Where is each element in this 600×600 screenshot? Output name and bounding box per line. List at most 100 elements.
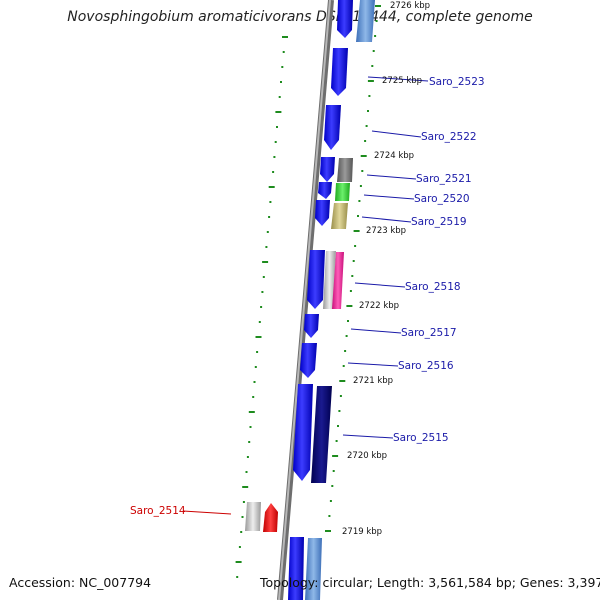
tick-mark (242, 486, 249, 488)
map-title: Novosphingobium aromaticivorans DSM 1244… (67, 9, 533, 25)
tick-mark (345, 335, 348, 337)
scale-label: 2720 kbp (347, 451, 387, 461)
tick-mark (351, 275, 354, 277)
tick-mark (361, 170, 364, 172)
tick-mark (347, 320, 349, 322)
tick-mark (353, 230, 360, 232)
gene-label[interactable]: Saro_2516 (398, 360, 454, 372)
tick-mark (245, 471, 248, 473)
gene-block-saro-2519[interactable] (315, 200, 330, 226)
gene-label[interactable]: Saro_2523 (429, 76, 485, 88)
gene-label[interactable]: Saro_2515 (393, 432, 449, 444)
gene-block-saro-2518[interactable] (307, 250, 325, 309)
scale-label: 2721 kbp (353, 376, 393, 386)
tick-mark (262, 261, 269, 263)
gene-block-saro-2521[interactable] (320, 157, 335, 182)
tick-mark (337, 425, 339, 427)
tick-mark (344, 350, 347, 352)
tick-mark (372, 50, 375, 52)
label-leaders (342, 76, 429, 439)
tick-mark (354, 245, 357, 247)
tick-mark (273, 156, 276, 158)
gene-block-saro-2520[interactable] (318, 182, 332, 199)
tick-mark (364, 140, 367, 142)
tick-mark (282, 51, 285, 53)
tick-mark (375, 5, 381, 7)
feature-block-bottom (305, 538, 322, 600)
tick-mark (328, 515, 331, 517)
gene-label[interactable]: Saro_2517 (401, 327, 457, 339)
feature-block-2518-pink (332, 252, 344, 309)
tick-mark (248, 441, 251, 443)
genome-backbone-highlight (278, 0, 331, 600)
gene-label[interactable]: Saro_2520 (414, 193, 470, 205)
tick-mark (332, 455, 339, 457)
tick-mark (281, 66, 284, 68)
gene-block-saro-2523[interactable] (331, 48, 348, 96)
tick-mark (268, 216, 271, 218)
feature-block-2518-gray (323, 251, 336, 309)
tick-mark (275, 111, 282, 113)
feature-block-2519 (331, 203, 348, 229)
tick-mark (338, 410, 341, 412)
scale-label: 2725 kbp (382, 76, 422, 86)
tick-mark (331, 485, 334, 487)
tick-mark (352, 260, 355, 262)
gene-label[interactable]: Saro_2518 (405, 281, 461, 293)
gene-block-saro-2515[interactable] (293, 384, 313, 481)
scale-label: 2723 kbp (366, 226, 406, 236)
tick-mark (235, 561, 242, 563)
tick-mark (374, 35, 377, 37)
feature-block-2521 (337, 158, 353, 182)
tick-mark (246, 456, 249, 458)
tick-mark (269, 201, 272, 203)
tick-mark (371, 65, 374, 67)
tick-mark (357, 215, 359, 217)
gene-block-bottom[interactable] (288, 537, 304, 600)
tick-mark (360, 155, 367, 157)
gene-block-saro-2517[interactable] (304, 314, 319, 338)
tick-mark (335, 440, 338, 442)
tick-mark (265, 246, 268, 248)
gene-label[interactable]: Saro_2519 (411, 216, 467, 228)
gene-block-top[interactable] (337, 0, 353, 38)
tick-mark (365, 125, 368, 127)
tick-mark (266, 231, 269, 233)
accession-text: Accession: NC_007794 (9, 575, 152, 590)
tick-mark (332, 470, 335, 472)
feature-block-2515 (311, 386, 332, 483)
tick-track-inner (325, 5, 381, 532)
tick-mark (375, 20, 378, 22)
tick-mark (346, 305, 353, 307)
scale-label: 2724 kbp (374, 151, 414, 161)
gene-label[interactable]: Saro_2521 (416, 173, 472, 185)
tick-mark (280, 81, 282, 83)
tick-mark (278, 96, 281, 98)
tick-mark (274, 141, 277, 143)
tick-track-outer (235, 36, 288, 578)
tick-mark (260, 306, 263, 308)
tick-mark (252, 396, 255, 398)
tick-mark (268, 186, 275, 188)
tick-mark (368, 95, 371, 97)
gene-label[interactable]: Saro_2522 (421, 131, 477, 143)
label-leader-2514 (182, 510, 232, 515)
gene-label-highlight[interactable]: Saro_2514 (130, 505, 186, 517)
tick-mark (367, 110, 369, 112)
scale-label: 2722 kbp (359, 301, 399, 311)
tick-mark (339, 395, 342, 397)
gene-block-saro-2522[interactable] (324, 105, 341, 150)
tick-mark (276, 126, 278, 128)
topology-summary: Topology: circular; Length: 3,561,584 bp… (260, 575, 600, 590)
tick-mark (349, 290, 352, 292)
tick-mark (240, 531, 243, 533)
tick-mark (342, 365, 345, 367)
gene-block-saro-2516[interactable] (300, 343, 317, 378)
tick-mark (242, 501, 245, 503)
gene-block-saro-2514[interactable] (263, 503, 278, 532)
tick-mark (241, 516, 244, 518)
tick-mark (339, 380, 346, 382)
tick-mark (236, 576, 239, 578)
scale-label: 2726 kbp (390, 1, 430, 11)
tick-mark (359, 185, 362, 187)
